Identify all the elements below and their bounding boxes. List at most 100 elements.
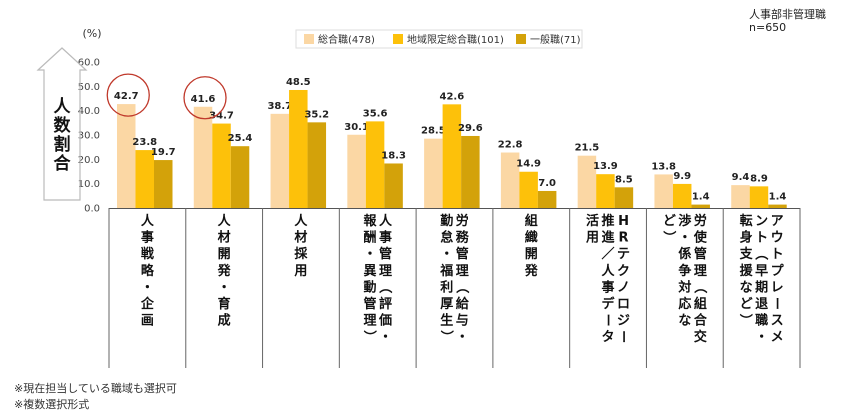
category-label-char: ど <box>663 214 676 229</box>
category-label-char: 材 <box>218 230 231 246</box>
bar-sogo <box>193 106 213 208</box>
y-tick-label: 50.0 <box>78 82 100 93</box>
data-label: 1.4 <box>769 192 787 203</box>
data-label: 13.8 <box>651 161 676 172</box>
bar-sogo <box>577 155 597 208</box>
respondent-count: n=650 <box>749 21 787 34</box>
category-label-char: メ <box>771 330 784 345</box>
category-label-char: 動 <box>363 279 376 295</box>
category-label-char: 退 <box>755 297 768 312</box>
respondent-info: 人事部非管理職 n=650 <box>749 8 826 34</box>
category-label-char: 推 <box>602 213 615 229</box>
data-label: 21.5 <box>575 143 600 154</box>
category-label-char: 管 <box>363 296 376 312</box>
category-label-char: 企 <box>140 296 155 312</box>
y-axis-arrow <box>36 47 88 201</box>
category-label-char: 活 <box>586 213 599 229</box>
y-axis-label-char: 数 <box>54 115 72 136</box>
data-label: 35.6 <box>363 108 388 119</box>
category-label-char: ・ <box>218 280 231 295</box>
category-label-char: 事 <box>602 279 615 295</box>
bar-chiiki <box>365 121 385 208</box>
category-label-char: 人 <box>602 263 616 279</box>
y-unit-label: (%) <box>82 27 101 40</box>
bar-ippan <box>307 122 327 208</box>
category-label-char: ） <box>361 330 377 343</box>
bar-chiiki <box>289 89 308 208</box>
category-label-char: ー <box>769 297 784 310</box>
category-label-char: 事 <box>141 230 154 246</box>
category-label-char: 職 <box>755 313 768 329</box>
category-label-char: ク <box>617 264 630 279</box>
legend-box <box>295 29 583 49</box>
category-label-char: ） <box>438 330 454 343</box>
category-label-char: 務 <box>456 230 470 246</box>
category-label-char: 争 <box>678 263 691 279</box>
category-label-char: ー <box>600 314 615 327</box>
category-label-char: 発 <box>217 263 232 279</box>
category-label-char: デ <box>602 296 616 312</box>
bar-ippan <box>461 135 480 208</box>
bar-chiiki <box>212 123 231 208</box>
category-label-char: R <box>619 231 629 246</box>
data-label: 30.1 <box>344 122 369 133</box>
data-label: 9.4 <box>732 172 750 183</box>
category-label-char: ト <box>755 231 768 246</box>
category-label-char: ロ <box>617 297 630 312</box>
category-label-char: 人 <box>141 213 155 229</box>
y-tick-label: 40.0 <box>78 106 100 117</box>
bar-chiiki <box>749 186 769 208</box>
category-label-char: ・ <box>141 280 154 295</box>
category-label-char: ア <box>771 214 784 229</box>
category-label-char: 援 <box>740 263 754 279</box>
data-label: 8.9 <box>750 173 768 184</box>
category-label-char: ・ <box>363 247 376 262</box>
category-label-char: 組 <box>694 296 707 312</box>
category-label-char: 厚 <box>440 296 453 312</box>
data-label: 42.6 <box>440 91 465 102</box>
data-label: 48.5 <box>286 77 311 88</box>
category-label-char: 価 <box>378 313 392 329</box>
category-label-char: 進 <box>602 230 615 246</box>
category-label-char: 労 <box>694 213 707 229</box>
category-label-char: 事 <box>379 230 392 246</box>
bar-sogo <box>731 185 750 208</box>
category-label-char: （ <box>753 247 769 260</box>
bar-chiiki <box>672 183 692 208</box>
category-label-char: 成 <box>218 313 231 329</box>
category-label-char: ど <box>740 297 753 312</box>
category-label-char: 利 <box>440 279 453 295</box>
category-label-char: ウ <box>771 231 784 246</box>
category-label-char: 応 <box>678 296 691 312</box>
category-label-char: 織 <box>525 230 538 246</box>
category-label-char: 福 <box>439 263 453 279</box>
bar-sogo <box>424 138 443 208</box>
bar-ippan <box>384 163 403 208</box>
footnote-1: ※現在担当している職域も選択可 <box>14 382 177 395</box>
category-label-char: 酬 <box>363 231 376 246</box>
category-label-char: 理 <box>694 264 707 279</box>
category-label-char: ・ <box>456 330 469 345</box>
category-label-char: 勤 <box>440 213 453 229</box>
data-label: 9.9 <box>673 171 691 182</box>
bar-sogo <box>117 104 136 208</box>
category-label-char: 管 <box>456 246 469 262</box>
data-label: 19.7 <box>151 147 176 158</box>
category-label-char: 転 <box>740 213 753 229</box>
category-label-char: （ <box>377 280 393 293</box>
category-label-char: ー <box>615 330 630 343</box>
category-label-char: （ <box>454 280 470 293</box>
category-label-char: 怠 <box>440 230 453 246</box>
y-tick-label: 0.0 <box>84 204 100 215</box>
data-label: 18.3 <box>381 150 406 161</box>
category-label-char: 支 <box>739 246 754 262</box>
category-label-char: 労 <box>456 213 469 229</box>
category-label-char: 採 <box>294 246 308 262</box>
category-label-char: ・ <box>440 247 453 262</box>
category-label-char: 評 <box>379 296 392 312</box>
y-axis-label-char: 割 <box>54 134 71 155</box>
category-label-char: な <box>678 314 691 329</box>
y-tick-label: 10.0 <box>78 179 100 190</box>
data-label: 8.5 <box>615 174 633 185</box>
category-label-char: 渉 <box>678 213 691 229</box>
